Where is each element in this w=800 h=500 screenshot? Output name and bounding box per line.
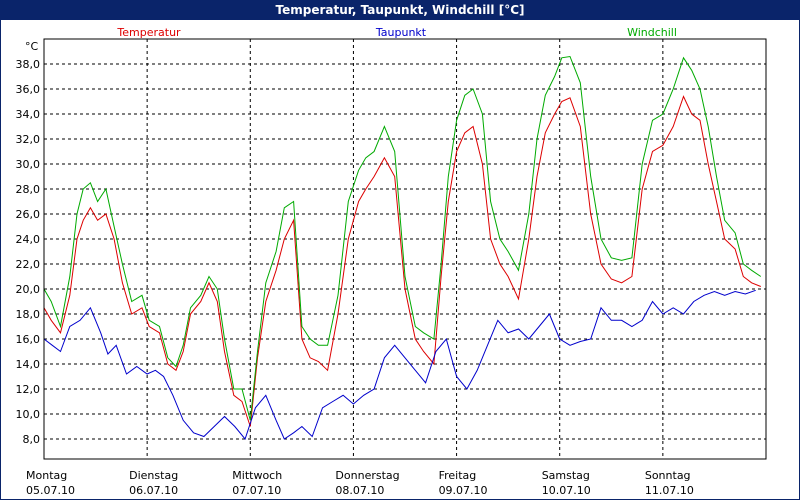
x-day-name: Freitag (439, 469, 477, 482)
legend-item-taupunkt: Taupunkt (375, 26, 427, 39)
grid (43, 39, 766, 459)
x-day-date: 08.07.10 (335, 484, 384, 497)
y-axis-ticks: 8,0 10,0 12,0 14,0 16,0 18,0 20,0 22,0 24,0 26,0 2… (16, 58, 41, 446)
y-axis-unit-label: °C (25, 40, 39, 53)
x-day-name: Donnerstag (335, 469, 399, 482)
y-tick-label: 16,0 (16, 333, 41, 346)
y-tick-label: 22,0 (16, 258, 41, 271)
series-lines (43, 55, 762, 441)
y-tick-label: 36,0 (16, 83, 41, 96)
chart-title: Temperatur, Taupunkt, Windchill [°C] (1, 1, 799, 20)
y-tick-label: 20,0 (16, 283, 41, 296)
x-day-name: Samstag (542, 469, 590, 482)
y-tick-label: 34,0 (16, 108, 41, 121)
y-tick-label: 8,0 (23, 433, 41, 446)
x-day-name: Montag (26, 469, 67, 482)
x-day-name: Dienstag (129, 469, 178, 482)
x-day-date: 05.07.10 (26, 484, 75, 497)
x-day-date: 07.07.10 (232, 484, 281, 497)
x-day-date: 10.07.10 (542, 484, 591, 497)
x-day-date: 09.07.10 (439, 484, 488, 497)
plot-area (43, 38, 767, 460)
y-tick-label: 30,0 (16, 158, 41, 171)
legend: Temperatur Taupunkt Windchill (116, 26, 677, 39)
x-axis-day-labels: Montag 05.07.10 Dienstag 06.07.10 Mittwoch 07… (26, 469, 694, 497)
series-line-temperatur (43, 95, 761, 427)
y-tick-label: 12,0 (16, 383, 41, 396)
y-tick-label: 26,0 (16, 208, 41, 221)
y-tick-label: 10,0 (16, 408, 41, 421)
legend-item-windchill: Windchill (627, 26, 677, 39)
x-day-name: Mittwoch (232, 469, 282, 482)
y-tick-label: 18,0 (16, 308, 41, 321)
x-day-name: Sonntag (645, 469, 691, 482)
y-tick-label: 28,0 (16, 183, 41, 196)
x-day-date: 06.07.10 (129, 484, 178, 497)
y-tick-label: 38,0 (16, 58, 41, 71)
y-tick-label: 14,0 (16, 358, 41, 371)
y-tick-label: 24,0 (16, 233, 41, 246)
legend-item-temperatur: Temperatur (116, 26, 181, 39)
series-line-windchill (43, 55, 762, 421)
y-tick-label: 32,0 (16, 133, 41, 146)
series-line-taupunkt (43, 289, 756, 441)
x-day-date: 11.07.10 (645, 484, 694, 497)
